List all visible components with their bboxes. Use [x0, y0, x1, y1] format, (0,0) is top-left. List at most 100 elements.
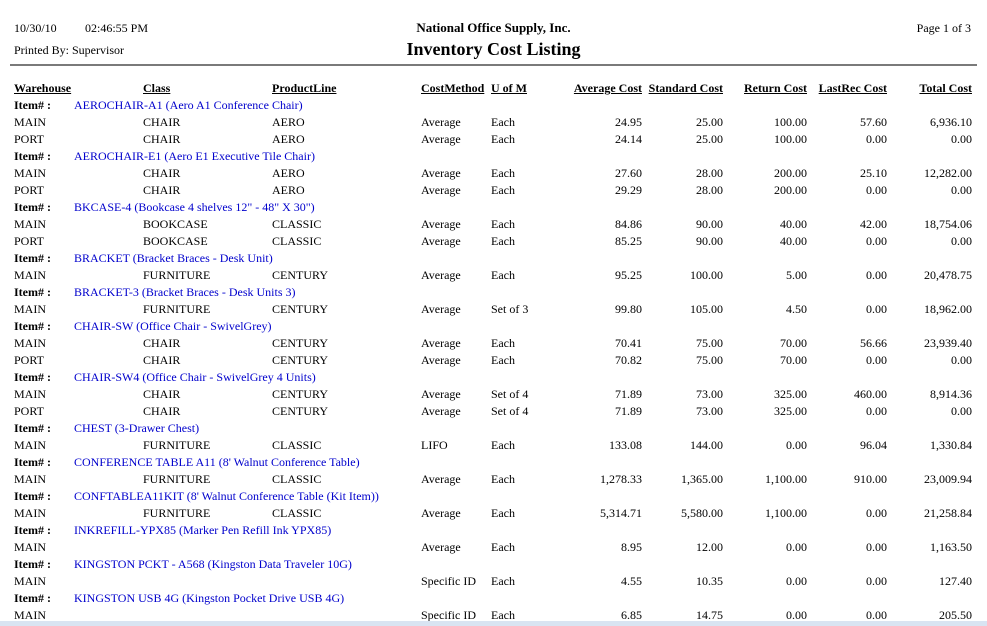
item-description-link[interactable]: BKCASE-4 (Bookcase 4 shelves 12" - 48" X…: [74, 200, 315, 214]
cell-average-cost: 71.89: [615, 404, 642, 418]
item-number-label: Item# :: [14, 200, 51, 214]
cell-productline: CLASSIC: [272, 506, 322, 520]
item-number-label: Item# :: [14, 149, 51, 163]
cell-return-cost: 325.00: [774, 404, 807, 418]
cell-uofm: Each: [491, 574, 515, 588]
cell-standard-cost: 75.00: [696, 336, 723, 350]
cell-productline: [272, 539, 421, 556]
cell-uofm: Each: [491, 183, 515, 197]
col-header-average-cost: Average Cost: [573, 81, 642, 95]
inventory-data-row: PORT CHAIR AERO Average Each 24.14 25.00 100.00…: [0, 131, 987, 148]
item-description-link[interactable]: KINGSTON PCKT - A568 (Kingston Data Trav…: [74, 557, 352, 571]
cell-costmethod: Average: [421, 217, 461, 231]
col-header-productline: ProductLine: [272, 81, 337, 95]
cell-lastrec-cost: 0.00: [866, 574, 887, 588]
cell-uofm: Each: [491, 540, 515, 554]
item-description-link[interactable]: AEROCHAIR-A1 (Aero A1 Conference Chair): [74, 98, 303, 112]
cell-class: BOOKCASE: [143, 234, 208, 248]
inventory-data-row: MAIN BOOKCASE CLASSIC Average Each 84.86 90.00…: [0, 216, 987, 233]
cell-return-cost: 40.00: [780, 217, 807, 231]
cell-standard-cost: 90.00: [696, 234, 723, 248]
item-description-link[interactable]: CHAIR-SW (Office Chair - SwivelGrey): [74, 319, 272, 333]
item-description-link[interactable]: CHAIR-SW4 (Office Chair - SwivelGrey 4 U…: [74, 370, 316, 384]
printed-by: Printed By: Supervisor: [14, 43, 124, 57]
cell-warehouse: MAIN: [14, 302, 46, 316]
cell-costmethod: Specific ID: [421, 608, 476, 622]
cell-total-cost: 23,939.40: [924, 336, 972, 350]
col-header-return-cost: Return Cost: [744, 81, 807, 95]
cell-standard-cost: 100.00: [690, 268, 723, 282]
cell-return-cost: 4.50: [786, 302, 807, 316]
company-name: National Office Supply, Inc.: [416, 20, 571, 35]
cell-total-cost: 0.00: [951, 132, 972, 146]
cell-costmethod: Average: [421, 115, 461, 129]
cell-uofm: Each: [491, 353, 515, 367]
item-description-link[interactable]: CONFERENCE TABLE A11 (8' Walnut Conferen…: [74, 455, 360, 469]
cell-return-cost: 70.00: [780, 336, 807, 350]
cell-lastrec-cost: 460.00: [854, 387, 887, 401]
cell-productline: [272, 573, 421, 590]
cell-standard-cost: 75.00: [696, 353, 723, 367]
cell-warehouse: MAIN: [14, 387, 46, 401]
item-description-link[interactable]: KINGSTON USB 4G (Kingston Pocket Drive U…: [74, 591, 345, 605]
cell-average-cost: 24.14: [615, 132, 642, 146]
cell-class: CHAIR: [143, 404, 181, 418]
cell-warehouse: MAIN: [14, 166, 46, 180]
cell-total-cost: 1,163.50: [930, 540, 972, 554]
cell-average-cost: 5,314.71: [600, 506, 642, 520]
cell-average-cost: 1,278.33: [600, 472, 642, 486]
item-description-link[interactable]: INKREFILL-YPX85 (Marker Pen Refill Ink Y…: [74, 523, 332, 537]
col-header-warehouse: Warehouse: [14, 81, 72, 95]
table-body: Item# : AEROCHAIR-A1 (Aero A1 Conference …: [0, 97, 987, 624]
cell-return-cost: 1,100.00: [765, 506, 807, 520]
cell-warehouse: MAIN: [14, 608, 46, 622]
item-number-label: Item# :: [14, 421, 51, 435]
cell-productline: CENTURY: [272, 404, 329, 418]
item-description-link[interactable]: CHEST (3-Drawer Chest): [74, 421, 200, 435]
item-header-row: Item# : KINGSTON USB 4G (Kingston Pocket …: [0, 590, 987, 607]
cell-costmethod: Average: [421, 166, 461, 180]
cell-return-cost: 100.00: [774, 132, 807, 146]
cell-uofm: Set of 4: [491, 387, 529, 401]
col-header-standard-cost: Standard Cost: [648, 81, 723, 95]
item-description-link[interactable]: AEROCHAIR-E1 (Aero E1 Executive Tile Cha…: [74, 149, 315, 163]
cell-total-cost: 12,282.00: [924, 166, 972, 180]
item-header-row: Item# : BRACKET-3 (Bracket Braces - Desk …: [0, 284, 987, 301]
cell-warehouse: PORT: [14, 234, 44, 248]
item-number-label: Item# :: [14, 98, 51, 112]
report-title: Inventory Cost Listing: [406, 39, 581, 59]
cell-standard-cost: 25.00: [696, 115, 723, 129]
cell-lastrec-cost: 0.00: [866, 302, 887, 316]
item-description-link[interactable]: CONFTABLEA11KIT (8' Walnut Conference Ta…: [74, 489, 379, 503]
cell-productline: AERO: [272, 132, 305, 146]
cell-productline: CENTURY: [272, 268, 329, 282]
print-date: 10/30/10: [14, 21, 57, 35]
cell-uofm: Each: [491, 336, 515, 350]
cell-class: CHAIR: [143, 387, 181, 401]
item-description-link[interactable]: BRACKET-3 (Bracket Braces - Desk Units 3…: [74, 285, 296, 299]
item-header-row: Item# : AEROCHAIR-A1 (Aero A1 Conference …: [0, 97, 987, 114]
item-number-label: Item# :: [14, 557, 51, 571]
cell-lastrec-cost: 0.00: [866, 506, 887, 520]
cell-uofm: Each: [491, 217, 515, 231]
inventory-data-row: MAIN Average Each 8.95 12.00 0.00 0.00 1,163.50: [0, 539, 987, 556]
cell-class: FURNITURE: [143, 506, 211, 520]
cell-uofm: Each: [491, 166, 515, 180]
inventory-data-row: PORT BOOKCASE CLASSIC Average Each 85.25 90.00…: [0, 233, 987, 250]
cell-return-cost: 1,100.00: [765, 472, 807, 486]
cell-costmethod: Average: [421, 336, 461, 350]
header-divider: [10, 64, 977, 66]
cell-return-cost: 325.00: [774, 387, 807, 401]
cell-costmethod: Specific ID: [421, 574, 476, 588]
cell-lastrec-cost: 42.00: [860, 217, 887, 231]
cell-lastrec-cost: 0.00: [866, 540, 887, 554]
page-indicator: Page 1 of 3: [916, 21, 971, 35]
cell-standard-cost: 5,580.00: [681, 506, 723, 520]
cell-productline: CLASSIC: [272, 234, 322, 248]
cell-return-cost: 100.00: [774, 115, 807, 129]
cell-warehouse: PORT: [14, 183, 44, 197]
cell-average-cost: 29.29: [615, 183, 642, 197]
item-description-link[interactable]: BRACKET (Bracket Braces - Desk Unit): [74, 251, 273, 265]
cell-class: CHAIR: [143, 183, 181, 197]
cell-class: BOOKCASE: [143, 217, 208, 231]
